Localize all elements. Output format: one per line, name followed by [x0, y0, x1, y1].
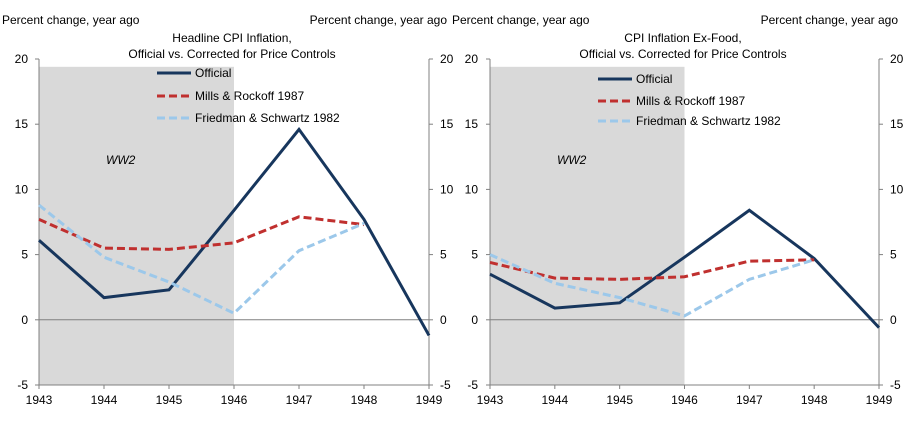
y-tick-label-right: 15 [440, 117, 454, 131]
chart-subtitle: Official vs. Corrected for Price Control… [579, 47, 786, 61]
chart-subtitle: Official vs. Corrected for Price Control… [128, 47, 335, 61]
y-tick-label-right: -5 [890, 378, 901, 392]
y-tick-label-left: 10 [15, 182, 29, 196]
y-tick-label-right: 15 [890, 117, 904, 131]
series-line-1 [489, 208, 881, 329]
y-axis-label-left: Percent change, year ago [452, 13, 590, 27]
y-axis-label-right: Percent change, year ago [761, 13, 899, 27]
x-tick-label: 1943 [477, 393, 504, 407]
x-tick-label: 1944 [91, 393, 118, 407]
x-tick-label: 1948 [351, 393, 378, 407]
series-line-2 [489, 258, 815, 281]
ww2-label: WW2 [106, 153, 136, 167]
legend-label-3: Friedman & Schwartz 1982 [636, 114, 781, 128]
y-tick-label-left: 20 [15, 52, 29, 66]
chart-title: CPI Inflation Ex-Food, [624, 31, 741, 45]
x-tick-label: 1945 [156, 393, 183, 407]
y-tick-label-left: 0 [471, 313, 478, 327]
y-tick-label-left: 20 [465, 52, 479, 66]
y-tick-label-left: 5 [21, 248, 28, 262]
x-tick-label: 1943 [26, 393, 53, 407]
y-tick-label-left: -5 [467, 378, 478, 392]
x-tick-label: 1946 [221, 393, 248, 407]
x-tick-label: 1949 [416, 393, 443, 407]
legend-label-1: Official [195, 66, 231, 80]
y-tick-label-right: 0 [890, 313, 897, 327]
y-tick-label-left: 0 [21, 313, 28, 327]
x-tick-label: 1946 [671, 393, 698, 407]
y-tick-label-right: 20 [890, 52, 904, 66]
ww2-shaded-region [490, 66, 685, 385]
y-tick-label-left: 15 [15, 117, 29, 131]
series-line-2 [38, 215, 365, 251]
chart-title: Headline CPI Inflation, [172, 31, 291, 45]
x-tick-label: 1949 [866, 393, 893, 407]
y-tick-label-right: 20 [440, 52, 454, 66]
series-line-1 [38, 126, 431, 337]
series-line-3 [489, 253, 815, 318]
y-tick-label-right: -5 [440, 378, 451, 392]
x-tick-label: 1944 [541, 393, 568, 407]
legend-label-2: Mills & Rockoff 1987 [195, 89, 304, 103]
legend-label-2: Mills & Rockoff 1987 [636, 94, 745, 108]
series-line-3 [38, 203, 365, 316]
x-tick-label: 1947 [736, 393, 763, 407]
y-tick-label-left: 10 [465, 182, 479, 196]
ww2-label: WW2 [557, 153, 587, 167]
x-tick-label: 1947 [286, 393, 313, 407]
y-tick-label-left: 5 [471, 248, 478, 262]
x-tick-label: 1945 [606, 393, 633, 407]
y-tick-label-left: -5 [17, 378, 28, 392]
y-tick-label-right: 5 [890, 248, 897, 262]
legend-label-3: Friedman & Schwartz 1982 [195, 111, 340, 125]
y-tick-label-right: 10 [890, 182, 904, 196]
chart-panel-1: WW2 -5 -5 0 0 5 5 10 10 15 15 20 20 1943 1944 1945 1946 1… [2, 13, 454, 407]
legend-label-1: Official [636, 72, 672, 86]
x-tick-label: 1948 [801, 393, 828, 407]
ww2-shaded-region [39, 66, 234, 385]
y-tick-label-right: 5 [440, 248, 447, 262]
y-tick-label-right: 0 [440, 313, 447, 327]
y-axis-label-right: Percent change, year ago [310, 13, 448, 27]
y-axis-label-left: Percent change, year ago [2, 13, 140, 27]
chart-panel-2: WW2 -5 -5 0 0 5 5 10 10 15 15 20 20 1943 1944 1945 1946 1… [452, 13, 904, 407]
y-tick-label-left: 15 [465, 117, 479, 131]
y-tick-label-right: 10 [440, 182, 454, 196]
